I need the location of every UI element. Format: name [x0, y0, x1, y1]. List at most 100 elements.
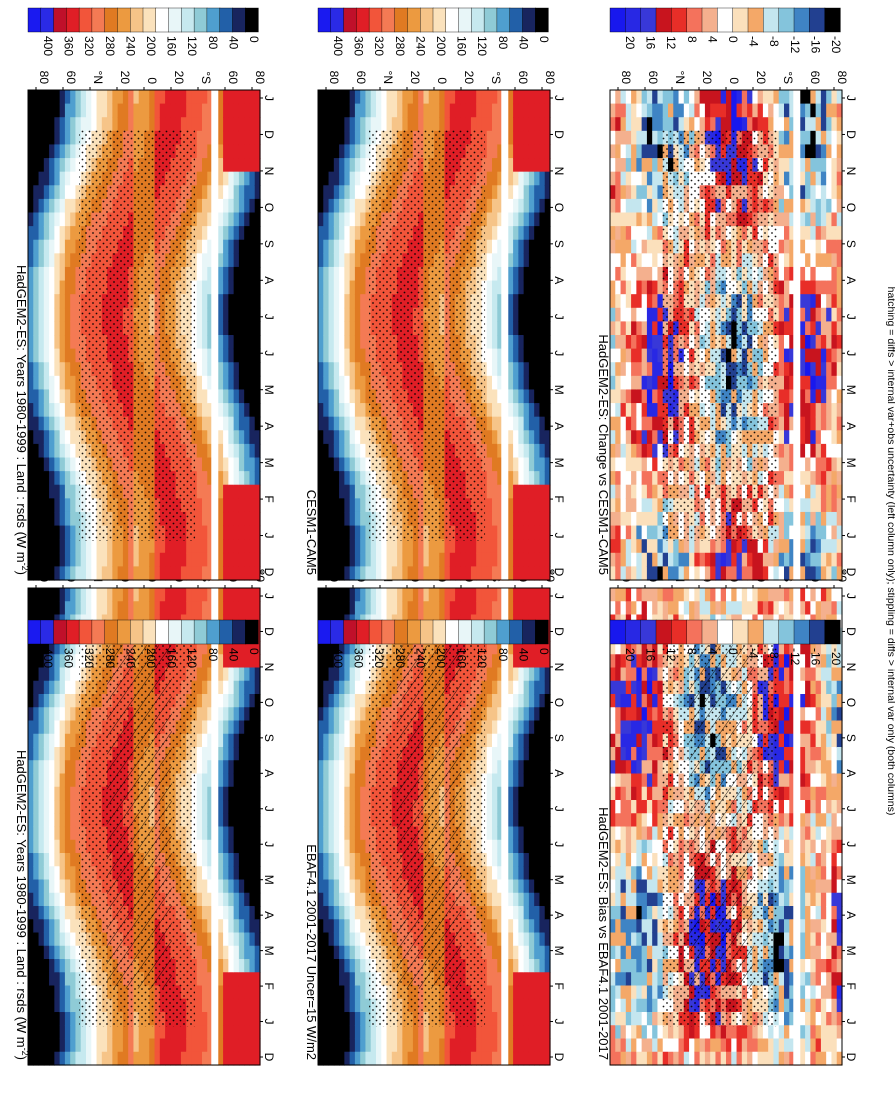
heatmap-cell — [370, 1025, 377, 1040]
heatmap-cell — [70, 117, 77, 132]
heatmap-cell — [217, 959, 224, 973]
heatmap-cell — [534, 1038, 541, 1053]
heatmap-cell — [523, 866, 530, 881]
heatmap-cell — [59, 253, 66, 268]
heatmap-cell — [318, 1038, 324, 1053]
heatmap-cell — [407, 1038, 414, 1053]
heatmap-cell — [59, 588, 66, 602]
heatmap-cell — [202, 959, 208, 973]
heatmap-cell — [202, 680, 208, 695]
heatmap-cell — [539, 694, 546, 708]
heatmap-cell — [486, 879, 493, 894]
heatmap-cell — [386, 588, 393, 602]
heatmap-cell — [249, 879, 256, 894]
heatmap-cell — [217, 348, 224, 363]
heatmap-cell — [144, 539, 150, 554]
heatmap-cell — [544, 800, 551, 814]
heatmap-cell — [144, 601, 150, 616]
heatmap-cell — [43, 280, 50, 295]
heatmap-cell — [223, 601, 229, 616]
heatmap-cell — [513, 932, 519, 947]
heatmap-cell — [154, 539, 161, 554]
heatmap-cell — [249, 747, 256, 761]
heatmap-cell — [186, 552, 193, 567]
heatmap-cell — [534, 786, 541, 801]
month-tick-label: J — [262, 806, 276, 812]
heatmap-cell — [207, 375, 214, 391]
heatmap-cell — [91, 566, 98, 581]
heatmap-cell — [49, 800, 55, 814]
colorbar-swatch — [27, 7, 42, 33]
heatmap-cell — [354, 707, 361, 722]
heatmap-cell — [59, 226, 66, 241]
heatmap-cell — [323, 826, 330, 841]
heatmap-cell — [59, 839, 66, 854]
heatmap-cell — [112, 1051, 119, 1066]
heatmap-cell — [223, 185, 229, 200]
heatmap-cell — [207, 972, 214, 987]
heatmap-cell — [254, 130, 261, 146]
heatmap-cell — [333, 826, 340, 841]
heatmap-cell — [254, 866, 261, 881]
heatmap-cell — [28, 641, 34, 655]
heatmap-cell — [402, 601, 409, 616]
heatmap-cell — [207, 348, 214, 363]
heatmap-cell — [38, 457, 45, 472]
heatmap-cell — [318, 654, 324, 669]
heatmap-cell — [170, 601, 177, 616]
heatmap-cell — [217, 588, 224, 602]
heatmap-cell — [249, 800, 256, 814]
heatmap-cell — [33, 972, 40, 987]
heatmap-cell — [54, 117, 61, 132]
lat-tick-label: 20 — [172, 71, 186, 85]
heatmap-cell — [64, 853, 71, 867]
heatmap-cell — [75, 1038, 82, 1053]
heatmap-cell — [28, 694, 34, 708]
heatmap-cell — [513, 906, 519, 920]
heatmap-cell — [191, 588, 198, 602]
panels-layer: 8060°N20020°S6080DJFMAMJJASONDJHadGEM2-E… — [14, 7, 858, 1066]
heatmap-cell — [217, 198, 224, 214]
heatmap-cell — [228, 185, 235, 200]
heatmap-cell — [196, 362, 203, 377]
heatmap-cell — [233, 144, 240, 159]
heatmap-cell — [33, 826, 40, 841]
heatmap-cell — [233, 375, 240, 391]
lat-tick-label: 60 — [64, 71, 78, 85]
heatmap-cell — [38, 158, 45, 173]
heatmap-cell — [249, 103, 256, 118]
heatmap-cell — [196, 1012, 203, 1026]
heatmap-cell — [223, 144, 229, 159]
heatmap-cell — [38, 1038, 45, 1053]
heatmap-cell — [43, 511, 50, 527]
heatmap-cell — [170, 1051, 177, 1066]
heatmap-cell — [49, 552, 55, 567]
heatmap-cell — [70, 90, 77, 105]
heatmap-cell — [497, 773, 504, 788]
lat-tick-label: 60 — [226, 71, 240, 85]
heatmap-cell — [186, 539, 193, 554]
heatmap-cell — [318, 906, 324, 920]
heatmap-cell — [28, 552, 34, 567]
heatmap-cell — [217, 786, 224, 801]
heatmap-cell — [202, 667, 208, 682]
colorbar-tick-label: 40 — [226, 648, 240, 662]
heatmap-cell — [523, 998, 530, 1013]
heatmap-cell — [64, 117, 71, 132]
heatmap-cell — [418, 1025, 425, 1040]
heatmap-cell — [228, 641, 235, 655]
heatmap-cell — [233, 985, 240, 1000]
heatmap-cell — [354, 1051, 361, 1066]
heatmap-cell — [28, 239, 34, 254]
heatmap-cell — [217, 720, 224, 735]
colorbar: 400 360 320 280 240 200 160 120 80 40 0 — [317, 619, 551, 668]
heatmap-cell — [323, 972, 330, 987]
heatmap-cell — [54, 280, 61, 295]
heatmap-cell — [354, 839, 361, 854]
colorbar-tick-label: 0 — [247, 36, 261, 43]
heatmap-cell — [207, 335, 214, 350]
heatmap-cell — [217, 972, 224, 987]
heatmap-cell — [70, 443, 77, 459]
heatmap-cell — [254, 375, 261, 391]
heatmap-cell — [254, 654, 261, 669]
